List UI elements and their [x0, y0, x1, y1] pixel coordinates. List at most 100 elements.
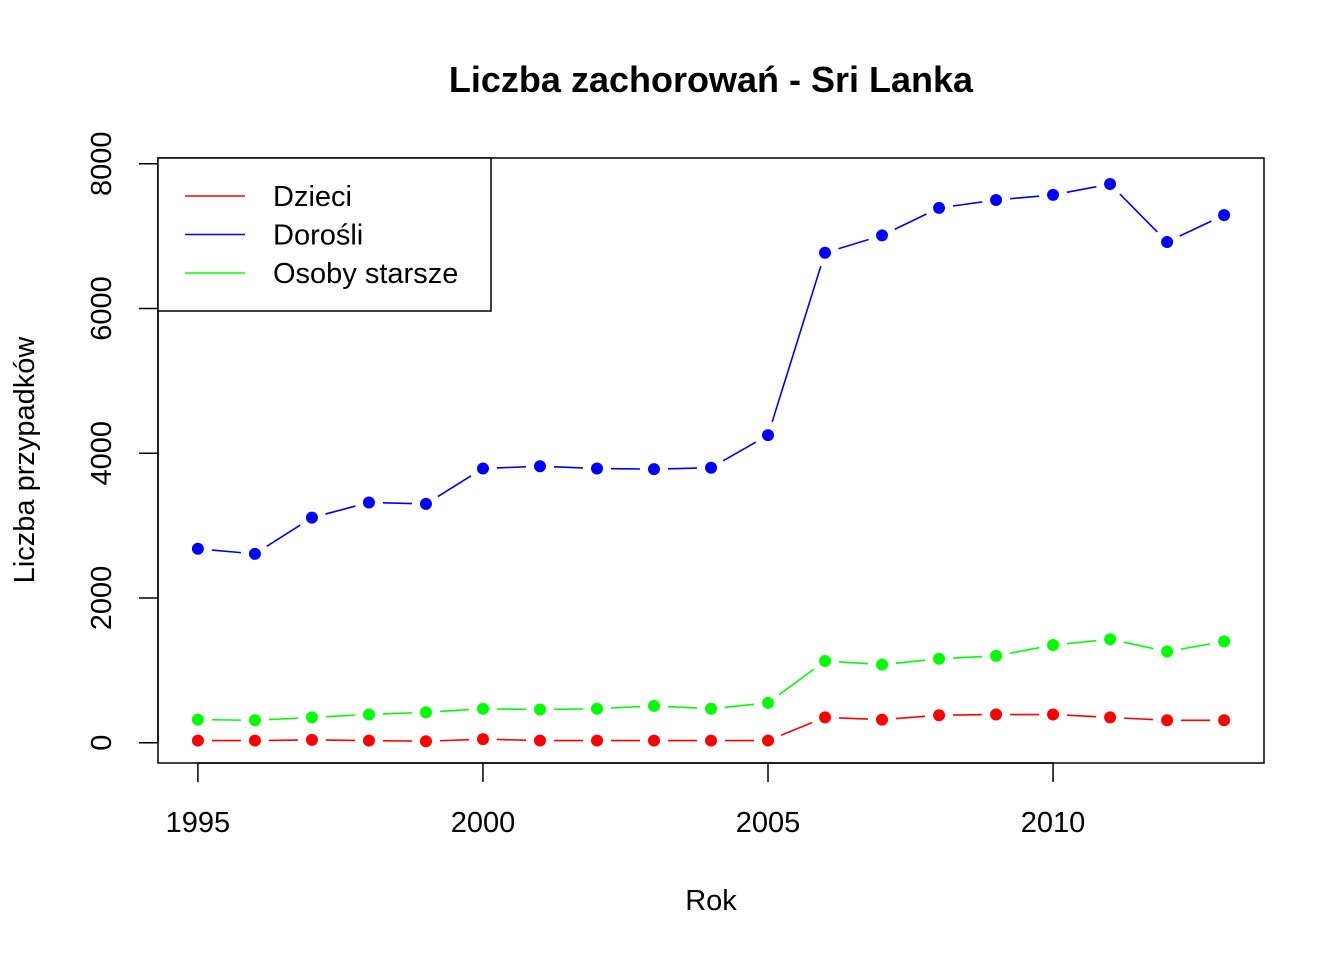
y-tick-label: 4000 [86, 421, 118, 486]
data-point [248, 547, 261, 560]
data-point [990, 193, 1003, 206]
series-line-segment [895, 715, 926, 720]
series-group [191, 633, 1231, 727]
data-point [933, 652, 946, 665]
series-line-segment [724, 703, 755, 709]
series-line-segment [496, 738, 526, 742]
data-point [419, 497, 432, 510]
data-point [705, 702, 717, 715]
series-line-segment [722, 441, 757, 462]
series-line-segment [325, 714, 355, 718]
x-tick-label: 2010 [1021, 807, 1086, 839]
data-point [647, 734, 660, 747]
data-point [933, 709, 946, 722]
data-point [1218, 209, 1231, 222]
data-point [476, 733, 489, 746]
data-point [191, 542, 204, 555]
series-line-segment [437, 475, 472, 498]
data-point [876, 658, 889, 671]
data-point [1104, 633, 1117, 646]
series-line-segment [439, 708, 470, 713]
data-point [476, 462, 489, 475]
series-line-segment [667, 705, 698, 709]
data-point [647, 699, 660, 712]
data-point [305, 733, 318, 746]
series-line-segment [496, 466, 527, 469]
series-line-segment [1119, 193, 1158, 233]
data-point [191, 713, 204, 726]
data-point [191, 734, 204, 747]
data-point [533, 460, 546, 473]
data-point [419, 706, 432, 719]
series-line-segment [1009, 195, 1040, 200]
y-tick-label: 8000 [86, 132, 118, 197]
series-line-segment [610, 705, 641, 709]
data-point [590, 702, 603, 715]
legend-entry-label: Dorośli [273, 220, 363, 252]
series-line-segment [894, 213, 927, 231]
data-point [762, 429, 775, 442]
series-line-segment [1066, 185, 1097, 194]
data-point [533, 734, 546, 747]
series-line-segment [838, 717, 869, 720]
y-tick-label: 2000 [86, 566, 118, 631]
x-tick-label: 2000 [451, 807, 516, 839]
data-point [933, 201, 946, 214]
data-point [362, 708, 375, 721]
series-line-segment [211, 549, 242, 554]
data-point [1047, 639, 1060, 652]
data-point [476, 702, 489, 715]
series-line-segment [1180, 643, 1211, 650]
data-point [1161, 645, 1174, 658]
data-point [1104, 711, 1117, 724]
series-line-segment [268, 717, 298, 721]
data-point [876, 713, 889, 726]
data-point [1218, 635, 1231, 648]
data-point [305, 711, 318, 724]
legend-entry-label: Osoby starsze [273, 258, 458, 290]
series-line-segment [1066, 639, 1097, 645]
data-point [1047, 708, 1060, 721]
series-line-segment [778, 668, 815, 696]
series-group [191, 178, 1231, 560]
series-line-segment [439, 738, 469, 742]
data-point [1218, 714, 1231, 727]
series-line-segment [895, 659, 926, 664]
y-tick-label: 6000 [86, 276, 118, 341]
series-line-segment [667, 467, 698, 470]
data-point [990, 708, 1003, 721]
data-point [762, 696, 775, 709]
series-line-segment [382, 712, 412, 715]
data-point [647, 463, 660, 476]
series-line-segment [838, 238, 869, 250]
data-point [248, 734, 261, 747]
data-point [248, 714, 261, 727]
x-tick-label: 1995 [166, 807, 231, 839]
data-point [305, 511, 318, 524]
series-line-segment [1124, 717, 1154, 721]
data-point [362, 496, 375, 509]
series-line-segment [1179, 220, 1212, 237]
plot-area: 1995 2000 2005 2010 0 2000 4000 6000 8000 [86, 132, 1265, 839]
data-point [819, 246, 832, 259]
legend: Dzieci Dorośli Osoby starsze [157, 157, 492, 312]
data-point [990, 649, 1003, 662]
data-point [705, 461, 717, 474]
data-point [1104, 178, 1117, 191]
series-line-segment [1067, 714, 1097, 718]
chart-title: Liczba zachorowań - Sri Lanka [449, 59, 974, 100]
series-line-segment [1123, 641, 1154, 650]
series-line-segment [266, 524, 301, 548]
data-point [1161, 235, 1174, 248]
data-point [590, 734, 603, 747]
data-point [762, 734, 775, 747]
data-point [1047, 188, 1060, 201]
series-line-segment [952, 201, 983, 207]
series-line-segment [1009, 646, 1040, 655]
data-point [705, 734, 717, 747]
data-point [590, 462, 603, 475]
series-group [191, 708, 1231, 748]
data-point [533, 703, 546, 716]
series-line-segment [780, 721, 813, 737]
